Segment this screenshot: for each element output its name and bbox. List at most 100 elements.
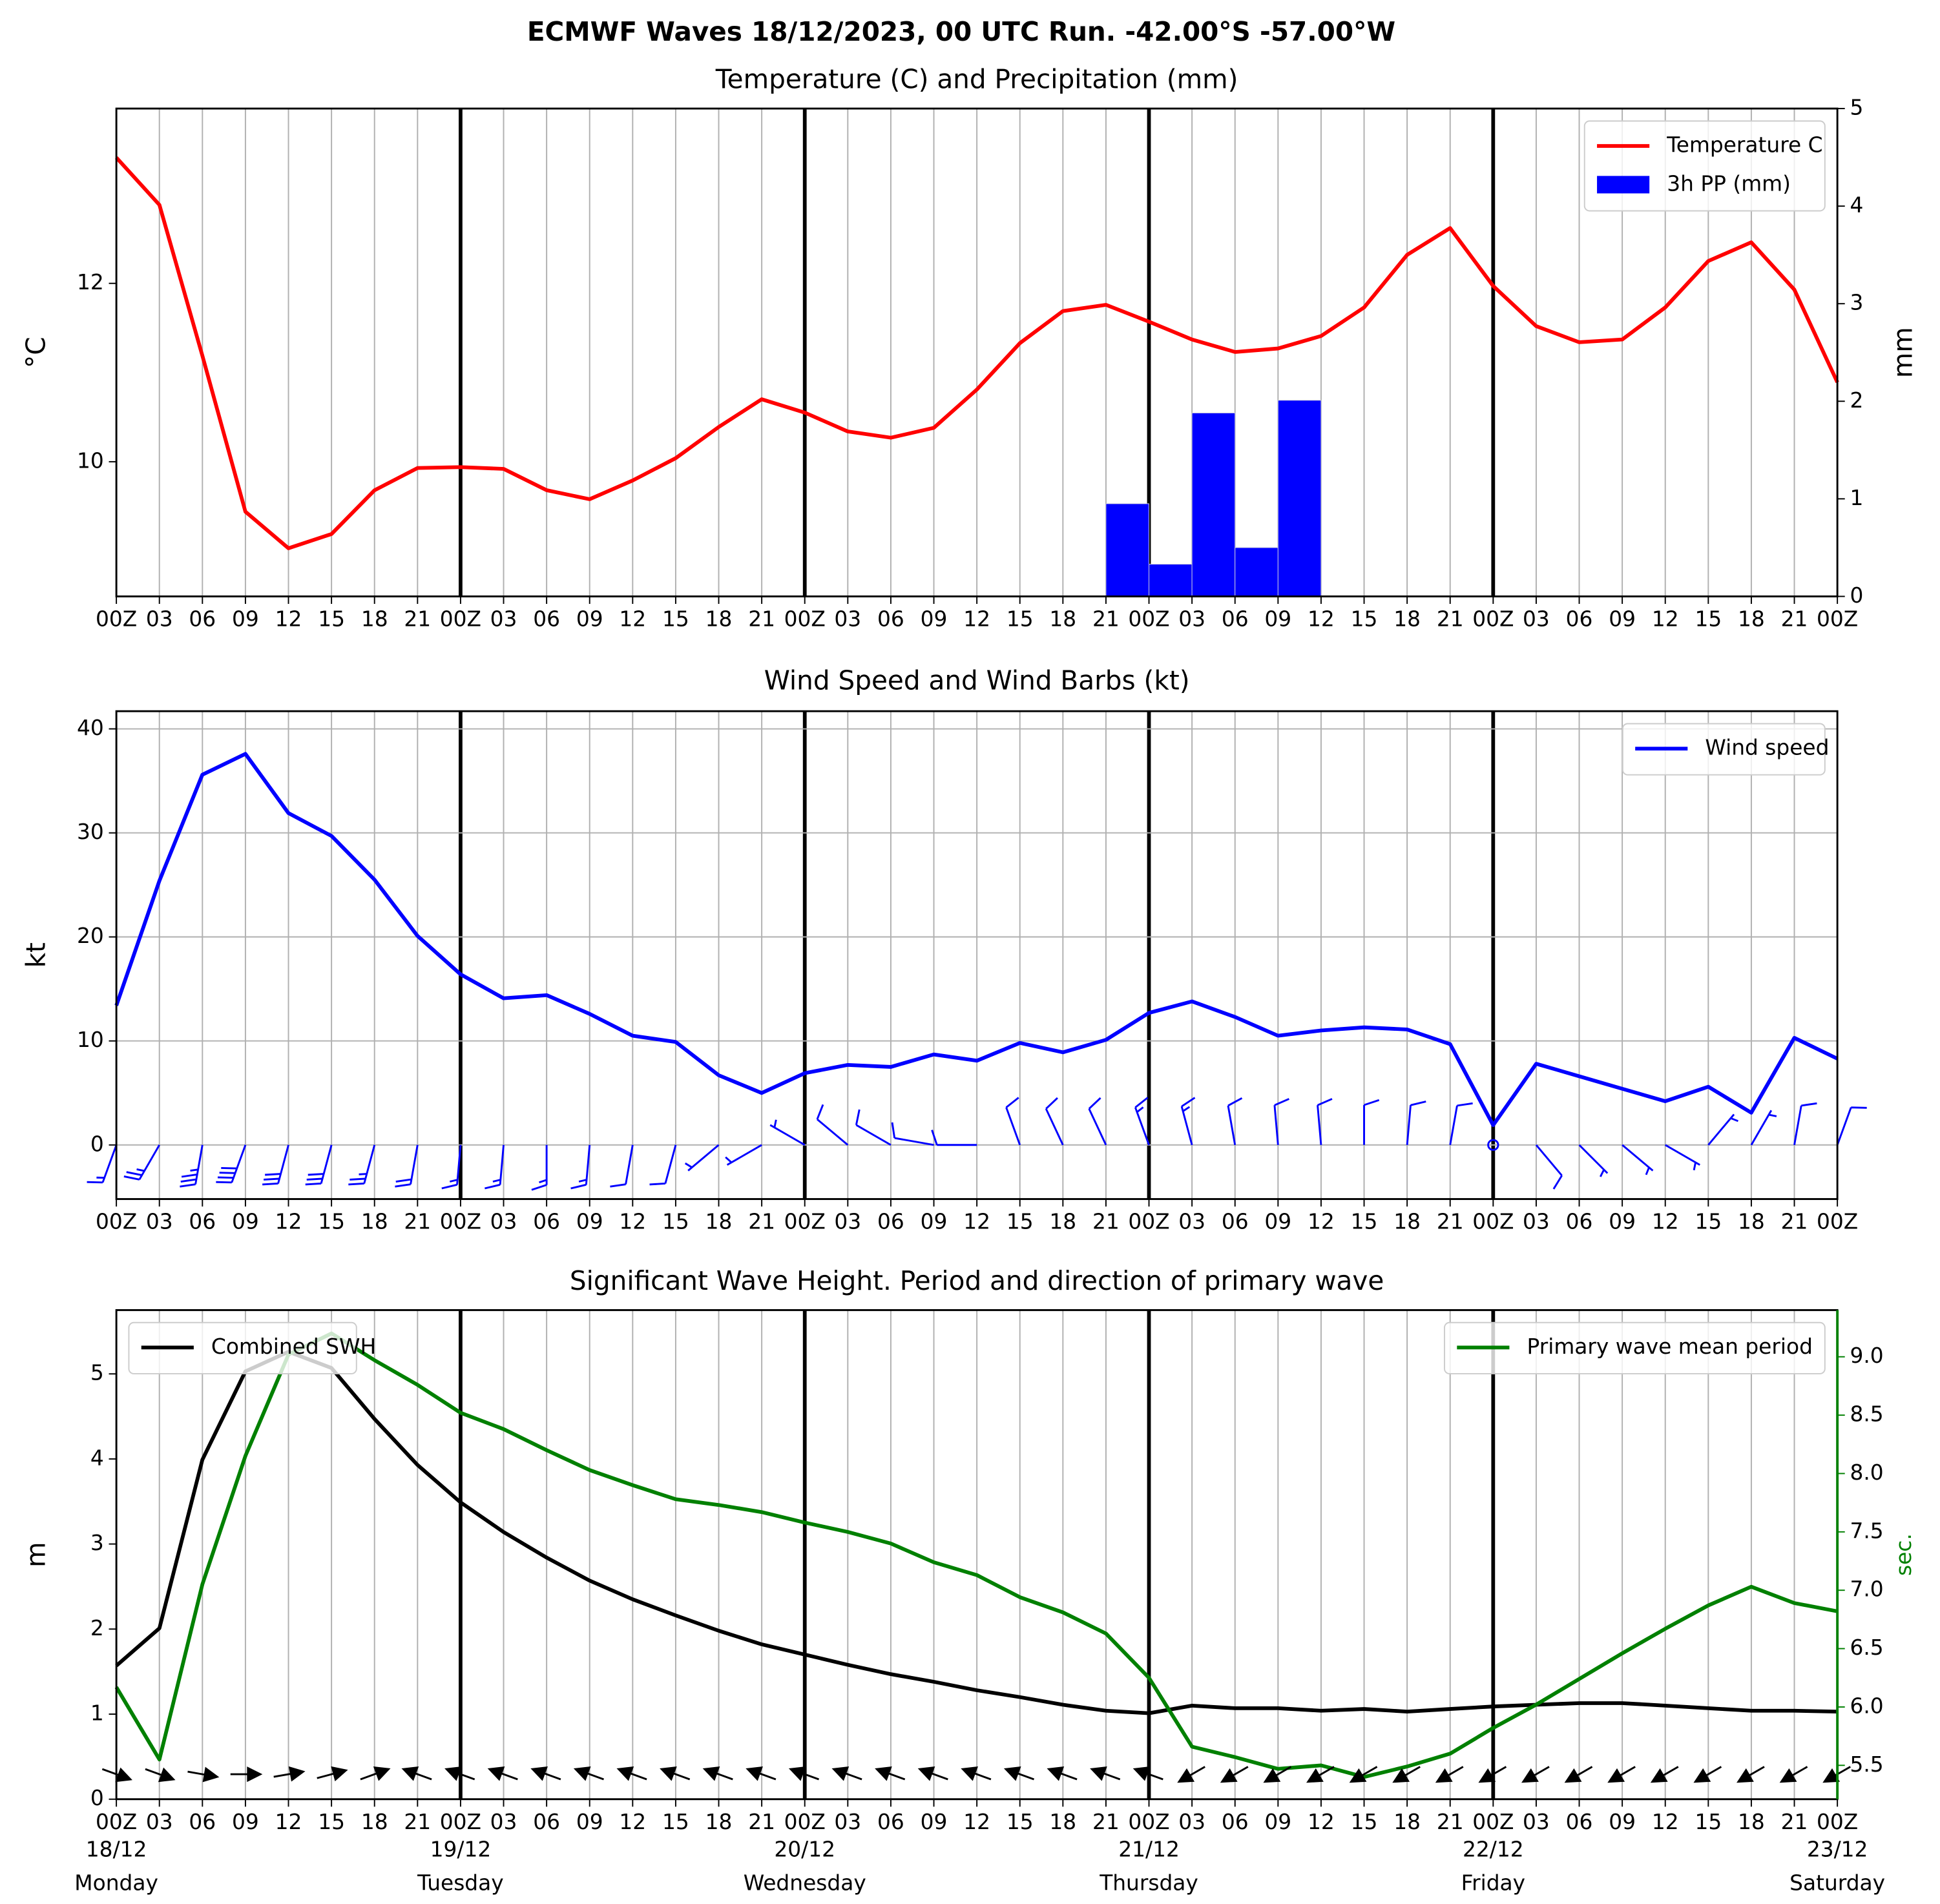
y-axis-label: m	[20, 1542, 51, 1568]
wave-direction-arrow	[187, 1766, 220, 1783]
x-tick-label: 00Z	[96, 607, 137, 632]
wave-direction-arrow	[1047, 1766, 1078, 1781]
x-tick-label: 21	[404, 1210, 431, 1234]
y2-tick-label: 5	[1850, 96, 1863, 120]
x-tick-label: 03	[490, 1210, 517, 1234]
x-tick-label: 03	[1178, 1810, 1205, 1834]
legend-label: Combined SWH	[211, 1334, 376, 1359]
wave-direction-arrow	[1349, 1766, 1378, 1783]
x-tick-label: 18	[1393, 1810, 1421, 1834]
x-tick-label: 18	[1049, 1210, 1076, 1234]
wind-barb	[1750, 1110, 1777, 1146]
wind-barb	[1449, 1102, 1473, 1146]
wind-barb	[531, 1144, 548, 1191]
x-tick-label: 00Z	[440, 1810, 481, 1834]
x-tick-label: 18	[1738, 1810, 1765, 1834]
wave-direction-arrow	[230, 1766, 263, 1783]
x-tick-label: 21	[748, 1810, 775, 1834]
date-label: 20/12	[774, 1837, 835, 1861]
x-tick-label: 15	[1351, 1810, 1378, 1834]
wave-direction-arrow	[401, 1766, 432, 1781]
x-tick-label: 15	[662, 1810, 689, 1834]
wave-direction-arrow	[444, 1766, 475, 1781]
y2-tick-label: 8.0	[1850, 1460, 1883, 1485]
precip-bar	[1105, 503, 1150, 597]
date-label: 18/12	[86, 1837, 147, 1861]
wind-barb	[87, 1144, 118, 1184]
wave-direction-arrow	[1693, 1766, 1722, 1783]
x-tick-label: 06	[1222, 1810, 1249, 1834]
x-tick-label: 21	[1781, 607, 1808, 632]
wave-direction-arrow	[145, 1767, 176, 1783]
x-tick-label: 21	[404, 607, 431, 632]
x-tick-label: 18	[361, 607, 388, 632]
x-tick-label: 00Z	[1128, 1210, 1169, 1234]
y2-tick-label: 0	[1850, 583, 1863, 608]
wind-barb	[931, 1130, 977, 1146]
wave-direction-arrow	[360, 1766, 391, 1781]
x-tick-label: 18	[1393, 1210, 1421, 1234]
wind-barb	[395, 1144, 419, 1188]
y-tick-label: 5	[90, 1361, 104, 1385]
wave-direction-arrow	[917, 1766, 948, 1781]
x-tick-label: 00Z	[440, 607, 481, 632]
wave-direction-arrow	[1392, 1766, 1421, 1783]
x-tick-label: 03	[146, 1210, 173, 1234]
x-tick-label: 15	[662, 1210, 689, 1234]
precip-bar	[1149, 564, 1193, 597]
x-tick-label: 06	[877, 607, 904, 632]
wave-direction-arrow	[1521, 1766, 1550, 1783]
x-tick-label: 03	[146, 1810, 173, 1834]
wave-direction-arrow	[573, 1766, 604, 1781]
x-tick-label: 00Z	[784, 1810, 826, 1834]
x-tick-label: 09	[232, 1210, 259, 1234]
wave-direction-arrow	[746, 1766, 777, 1781]
x-tick-label: 09	[232, 607, 259, 632]
x-tick-label: 15	[318, 1810, 345, 1834]
x-tick-label: 09	[921, 607, 948, 632]
x-tick-label: 09	[576, 1810, 603, 1834]
day-label: Friday	[1461, 1871, 1526, 1896]
x-tick-label: 00Z	[1472, 1810, 1514, 1834]
wave-direction-arrow	[1478, 1766, 1507, 1783]
date-label: 23/12	[1807, 1837, 1868, 1861]
x-tick-label: 00Z	[1128, 607, 1169, 632]
x-tick-label: 12	[619, 1210, 646, 1234]
series-line	[115, 1350, 1838, 1715]
x-tick-label: 00Z	[1472, 1210, 1514, 1234]
wave-direction-arrow	[1435, 1766, 1464, 1783]
y-tick-label: 4	[90, 1445, 104, 1470]
wind-barb	[1622, 1144, 1654, 1175]
legend-swatch	[1597, 176, 1650, 194]
wind-barb	[1793, 1102, 1817, 1146]
wave-direction-arrow	[273, 1766, 306, 1782]
legend-box	[1444, 1321, 1826, 1374]
y-axis-label: °C	[20, 336, 51, 368]
y2-tick-label: 9.0	[1850, 1343, 1883, 1368]
x-tick-label: 21	[1437, 1210, 1464, 1234]
x-tick-label: 09	[1609, 1810, 1636, 1834]
wave-direction-arrow	[530, 1766, 561, 1781]
x-tick-label: 03	[490, 607, 517, 632]
x-tick-label: 18	[1049, 607, 1076, 632]
x-tick-label: 00Z	[440, 1210, 481, 1234]
day-label: Tuesday	[417, 1871, 504, 1896]
x-tick-label: 21	[1092, 1210, 1120, 1234]
x-tick-label: 06	[877, 1810, 904, 1834]
y-tick-label: 3	[90, 1531, 104, 1555]
wind-barb	[216, 1144, 247, 1184]
wind-barb	[1088, 1097, 1107, 1146]
x-tick-label: 00Z	[1472, 607, 1514, 632]
series-line	[114, 156, 1839, 550]
x-tick-label: 18	[361, 1810, 388, 1834]
wave-direction-arrow	[961, 1766, 992, 1781]
date-label: 19/12	[430, 1837, 492, 1861]
x-tick-label: 09	[1609, 1210, 1636, 1234]
y2-tick-label: 5.5	[1850, 1752, 1883, 1777]
x-tick-label: 12	[1308, 1210, 1335, 1234]
x-tick-label: 03	[490, 1810, 517, 1834]
x-tick-label: 00Z	[96, 1210, 137, 1234]
wave-direction-arrow	[1090, 1766, 1121, 1781]
legend-label: 3h PP (mm)	[1667, 171, 1791, 196]
x-tick-label: 06	[1566, 1810, 1593, 1834]
